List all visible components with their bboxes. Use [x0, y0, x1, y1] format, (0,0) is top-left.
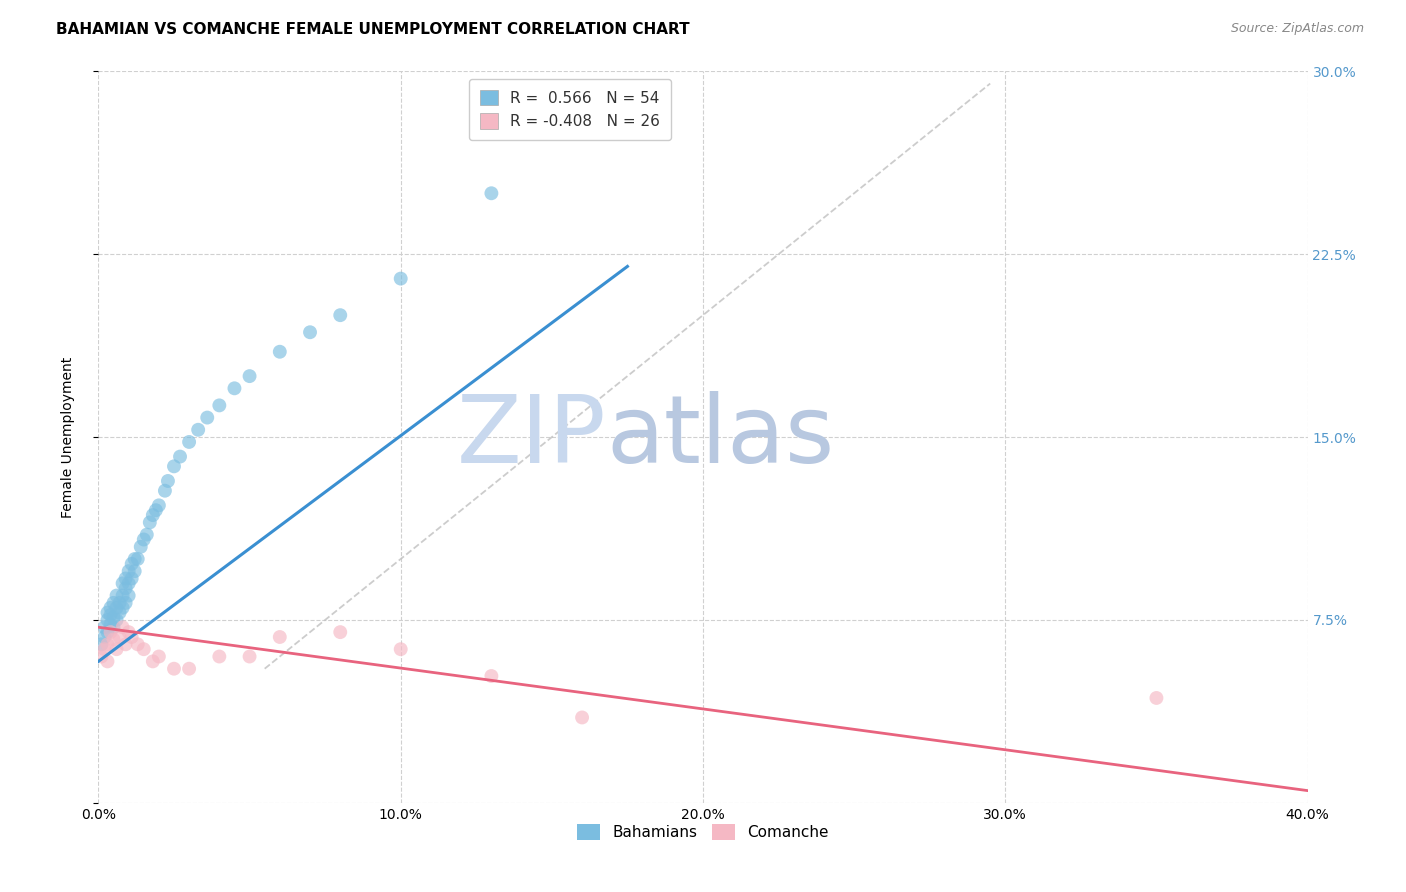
Point: [389, 271, 412, 285]
Point: [195, 410, 218, 425]
Point: [269, 344, 291, 359]
Point: [163, 662, 186, 676]
Point: [121, 572, 143, 586]
Point: [100, 617, 122, 632]
Text: BAHAMIAN VS COMANCHE FEMALE UNEMPLOYMENT CORRELATION CHART: BAHAMIAN VS COMANCHE FEMALE UNEMPLOYMENT…: [56, 22, 690, 37]
Point: [269, 630, 291, 644]
Point: [108, 596, 131, 610]
Point: [156, 474, 179, 488]
Point: [118, 564, 141, 578]
Point: [96, 654, 118, 668]
Text: atlas: atlas: [606, 391, 835, 483]
Point: [114, 637, 136, 651]
Point: [118, 589, 141, 603]
Point: [187, 423, 209, 437]
Point: [481, 186, 503, 201]
Point: [100, 608, 122, 623]
Point: [145, 503, 167, 517]
Point: [299, 325, 322, 339]
Point: [93, 620, 115, 634]
Point: [148, 499, 170, 513]
Point: [121, 557, 143, 571]
Point: [93, 630, 115, 644]
Point: [105, 642, 128, 657]
Point: [105, 600, 128, 615]
Point: [100, 625, 122, 640]
Legend: Bahamians, Comanche: Bahamians, Comanche: [571, 818, 835, 847]
Point: [96, 613, 118, 627]
Point: [121, 630, 143, 644]
Point: [93, 642, 115, 657]
Point: [127, 637, 149, 651]
Point: [114, 572, 136, 586]
Point: [114, 596, 136, 610]
Point: [208, 649, 231, 664]
Point: [239, 649, 262, 664]
Point: [111, 589, 134, 603]
Point: [105, 613, 128, 627]
Point: [96, 606, 118, 620]
Point: [169, 450, 191, 464]
Point: [179, 662, 201, 676]
Point: [163, 459, 186, 474]
Point: [132, 533, 155, 547]
Point: [127, 552, 149, 566]
Point: [111, 600, 134, 615]
Y-axis label: Female Unemployment: Female Unemployment: [60, 357, 75, 517]
Point: [108, 630, 131, 644]
Point: [602, 125, 624, 139]
Point: [329, 308, 352, 322]
Text: ZIP: ZIP: [457, 391, 606, 483]
Point: [103, 632, 125, 647]
Point: [135, 527, 157, 541]
Point: [108, 606, 131, 620]
Point: [208, 398, 231, 412]
Point: [139, 516, 162, 530]
Point: [148, 649, 170, 664]
Point: [103, 596, 125, 610]
Point: [103, 610, 125, 624]
Point: [142, 508, 165, 522]
Point: [239, 369, 262, 384]
Point: [329, 625, 352, 640]
Point: [111, 620, 134, 634]
Point: [124, 552, 146, 566]
Point: [142, 654, 165, 668]
Point: [103, 620, 125, 634]
Point: [96, 625, 118, 640]
Point: [118, 576, 141, 591]
Point: [96, 637, 118, 651]
Point: [118, 625, 141, 640]
Point: [90, 649, 112, 664]
Point: [111, 576, 134, 591]
Point: [124, 564, 146, 578]
Point: [100, 600, 122, 615]
Point: [129, 540, 152, 554]
Point: [153, 483, 176, 498]
Point: [389, 642, 412, 657]
Point: [571, 710, 593, 724]
Point: [1144, 690, 1167, 705]
Point: [179, 434, 201, 449]
Point: [224, 381, 246, 395]
Point: [481, 669, 503, 683]
Point: [114, 581, 136, 595]
Text: Source: ZipAtlas.com: Source: ZipAtlas.com: [1230, 22, 1364, 36]
Point: [105, 589, 128, 603]
Point: [90, 637, 112, 651]
Point: [132, 642, 155, 657]
